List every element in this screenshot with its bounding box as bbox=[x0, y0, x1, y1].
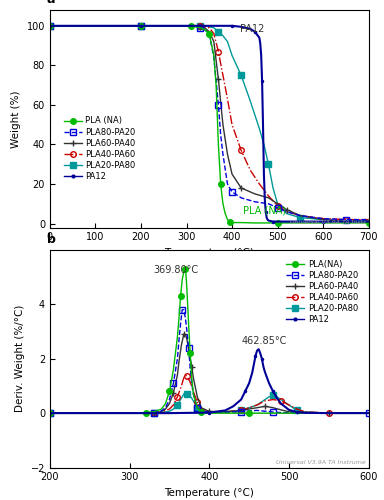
Text: PA12: PA12 bbox=[240, 24, 265, 34]
Legend: PLA(NA), PLA80-PA20, PLA60-PA40, PLA40-PA60, PLA20-PA80, PA12: PLA(NA), PLA80-PA20, PLA60-PA40, PLA40-P… bbox=[283, 256, 361, 328]
Text: Universal V3.9A TA Instrume: Universal V3.9A TA Instrume bbox=[276, 460, 366, 466]
X-axis label: Temperature (°C): Temperature (°C) bbox=[164, 248, 254, 258]
Text: b: b bbox=[47, 232, 56, 245]
Legend: PLA (NA), PLA80-PA20, PLA60-PA40, PLA40-PA60, PLA20-PA80, PA12: PLA (NA), PLA80-PA20, PLA60-PA40, PLA40-… bbox=[60, 113, 139, 184]
Text: 369.80°C: 369.80°C bbox=[154, 265, 199, 275]
Y-axis label: Deriv. Weight (%/°C): Deriv. Weight (%/°C) bbox=[15, 305, 25, 412]
Text: PLA (NA): PLA (NA) bbox=[243, 206, 286, 216]
X-axis label: Temperature (°C): Temperature (°C) bbox=[164, 488, 254, 498]
Text: a: a bbox=[47, 0, 55, 6]
Text: Universal V3.9A TA Instr: Universal V3.9A TA Instr bbox=[290, 220, 366, 226]
Text: 462.85°C: 462.85°C bbox=[241, 336, 286, 346]
Y-axis label: Weight (%): Weight (%) bbox=[11, 90, 21, 148]
